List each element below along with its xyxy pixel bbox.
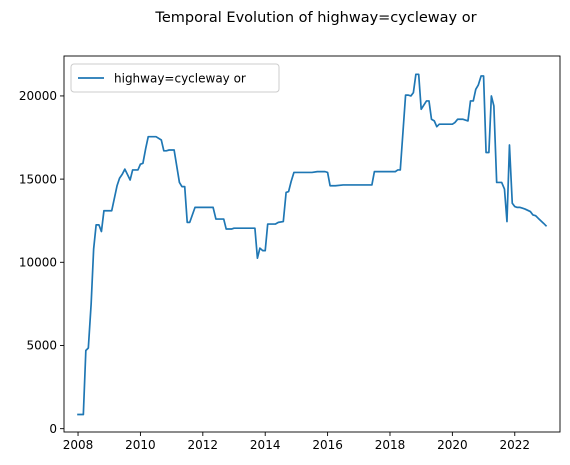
x-tick-label: 2014 bbox=[250, 438, 281, 452]
x-tick-label: 2010 bbox=[125, 438, 156, 452]
x-tick-label: 2018 bbox=[375, 438, 406, 452]
x-tick-label: 2022 bbox=[499, 438, 530, 452]
series-line bbox=[77, 73, 548, 416]
legend-frame bbox=[70, 63, 280, 93]
legend-label: highway=cycleway or bbox=[114, 72, 246, 86]
legend: highway=cycleway or bbox=[70, 63, 280, 93]
y-tick-label: 10000 bbox=[19, 256, 57, 270]
y-tick-label: 20000 bbox=[19, 89, 57, 103]
y-tick-label: 0 bbox=[49, 422, 57, 436]
series-layer bbox=[77, 73, 548, 416]
y-tick-label: 15000 bbox=[19, 172, 57, 186]
y-tick-label: 5000 bbox=[26, 339, 57, 353]
x-tick-label: 2020 bbox=[437, 438, 468, 452]
x-tick-label: 2016 bbox=[312, 438, 343, 452]
chart-title: Temporal Evolution of highway=cycleway o… bbox=[154, 10, 476, 26]
x-tick-label: 2008 bbox=[63, 438, 94, 452]
axes: 2008 2010 2012 2014 2016 2018 2020 2022 0 5000 100… bbox=[19, 55, 561, 452]
plot-frame bbox=[63, 55, 561, 433]
x-tick-label: 2012 bbox=[188, 438, 219, 452]
